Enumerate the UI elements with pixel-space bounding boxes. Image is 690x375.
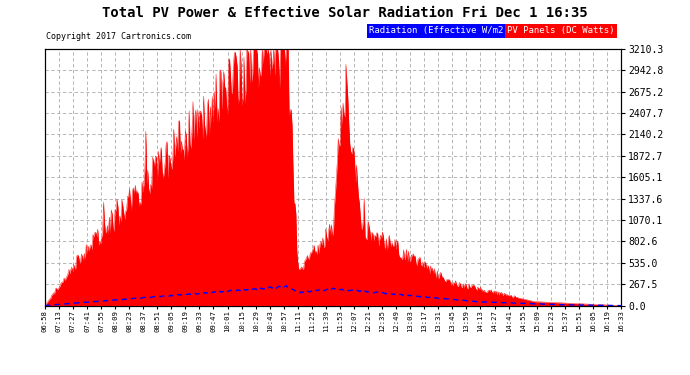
Text: Total PV Power & Effective Solar Radiation Fri Dec 1 16:35: Total PV Power & Effective Solar Radiati… xyxy=(102,6,588,20)
Text: Copyright 2017 Cartronics.com: Copyright 2017 Cartronics.com xyxy=(46,32,191,41)
Text: PV Panels (DC Watts): PV Panels (DC Watts) xyxy=(507,26,615,35)
Text: Radiation (Effective W/m2): Radiation (Effective W/m2) xyxy=(369,26,509,35)
